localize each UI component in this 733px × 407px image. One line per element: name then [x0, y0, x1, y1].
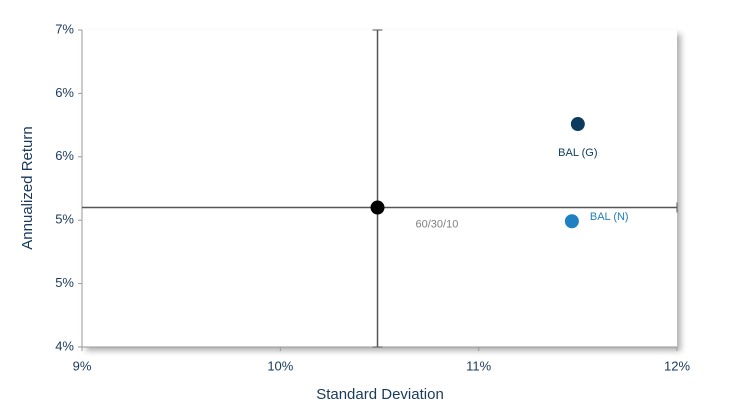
- y-tick-label: 7%: [55, 21, 74, 36]
- x-tick-label: 10%: [267, 358, 293, 373]
- point-label: BAL (G): [558, 147, 597, 159]
- x-tick-label: 9%: [73, 358, 92, 373]
- point: [370, 200, 385, 215]
- point-label: 60/30/10: [416, 218, 459, 230]
- y-axis-label: Annualized Return: [19, 126, 36, 249]
- plot-area: [82, 30, 677, 347]
- y-tick-label: 4%: [55, 338, 74, 353]
- x-tick-label: 12%: [664, 358, 690, 373]
- x-axis-label: Standard Deviation: [316, 386, 444, 403]
- point: [570, 117, 585, 132]
- point-label: BAL (N): [590, 211, 629, 223]
- y-tick-label: 6%: [55, 85, 74, 100]
- point: [564, 214, 579, 229]
- y-tick-label: 5%: [55, 212, 74, 227]
- x-tick-label: 11%: [466, 358, 491, 373]
- y-tick-label: 5%: [55, 275, 74, 290]
- y-tick-label: 6%: [55, 148, 74, 163]
